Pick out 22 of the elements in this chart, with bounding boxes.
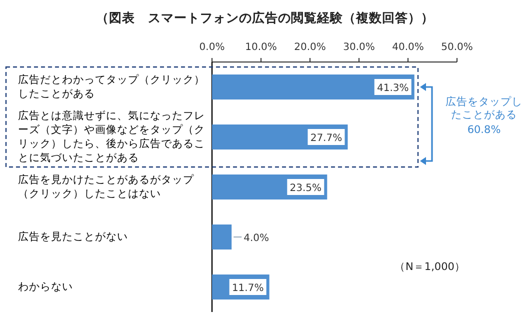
x-tick-label: 40.0% bbox=[392, 42, 424, 53]
data-label: 41.3% bbox=[376, 83, 409, 94]
y-tick-label: 広告を見たことがない bbox=[18, 230, 129, 244]
bar bbox=[212, 74, 414, 100]
y-tick-label: 広告とは意識せずに、気になったフレーズ（文字）や画像などをタップ（クリック）したら、後から広告であることに気づいたことがある bbox=[18, 109, 206, 165]
x-tick-label: 0.0% bbox=[199, 42, 225, 53]
data-label: 11.7% bbox=[232, 283, 264, 294]
x-tick-label: 10.0% bbox=[245, 42, 277, 53]
x-tick-label: 30.0% bbox=[343, 42, 375, 53]
y-tick-label: わからない bbox=[18, 280, 74, 294]
data-label: 4.0% bbox=[244, 233, 270, 244]
annotation: 広告をタップしたことがある bbox=[444, 96, 524, 122]
text: 60.8% bbox=[467, 124, 501, 136]
chart-title: （図表 スマートフォンの広告の閲覧経験（複数回答）） bbox=[96, 10, 434, 25]
x-tick-label: 20.0% bbox=[294, 42, 326, 53]
data-label: 27.7% bbox=[310, 133, 342, 144]
x-tick-label: 50.0% bbox=[441, 42, 473, 53]
data-label: 23.5% bbox=[290, 183, 322, 194]
y-tick-label: 広告だとわかってタップ（クリック）したことがある bbox=[18, 73, 206, 101]
annotation: （N＝1,000） bbox=[394, 261, 466, 273]
y-tick-label: 広告を見かけたことがあるがタップ（クリック）したことはない bbox=[18, 173, 195, 201]
bar bbox=[212, 224, 232, 250]
